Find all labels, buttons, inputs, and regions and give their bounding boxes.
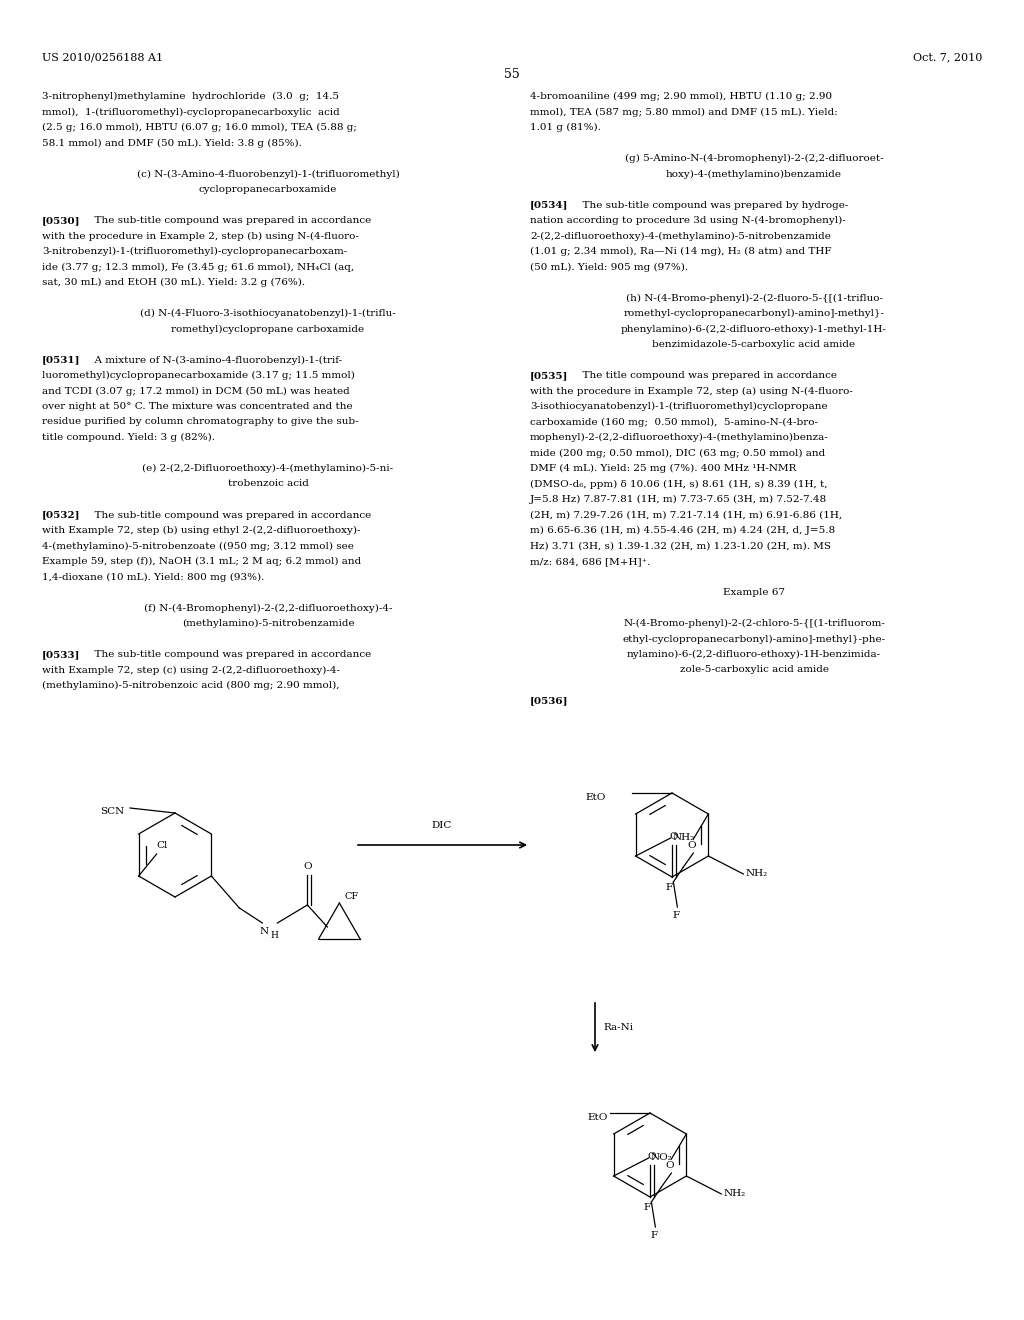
- Text: (50 mL). Yield: 905 mg (97%).: (50 mL). Yield: 905 mg (97%).: [530, 263, 688, 272]
- Text: title compound. Yield: 3 g (82%).: title compound. Yield: 3 g (82%).: [42, 433, 215, 442]
- Text: nylamino)-6-(2,2-difluoro-ethoxy)-1H-benzimida-: nylamino)-6-(2,2-difluoro-ethoxy)-1H-ben…: [627, 649, 881, 659]
- Text: 4-(methylamino)-5-nitrobenzoate ((950 mg; 3.12 mmol) see: 4-(methylamino)-5-nitrobenzoate ((950 mg…: [42, 541, 354, 550]
- Text: 58.1 mmol) and DMF (50 mL). Yield: 3.8 g (85%).: 58.1 mmol) and DMF (50 mL). Yield: 3.8 g…: [42, 139, 302, 148]
- Text: N-(4-Bromo-phenyl)-2-(2-chloro-5-{[(1-trifluorom-: N-(4-Bromo-phenyl)-2-(2-chloro-5-{[(1-tr…: [623, 619, 885, 628]
- Text: DMF (4 mL). Yield: 25 mg (7%). 400 MHz ¹H-NMR: DMF (4 mL). Yield: 25 mg (7%). 400 MHz ¹…: [530, 465, 797, 473]
- Text: NH₂: NH₂: [673, 833, 695, 842]
- Text: CF: CF: [344, 892, 358, 902]
- Text: Oct. 7, 2010: Oct. 7, 2010: [912, 51, 982, 62]
- Text: (c) N-(3-Amino-4-fluorobenzyl)-1-(trifluoromethyl): (c) N-(3-Amino-4-fluorobenzyl)-1-(triflu…: [136, 169, 399, 178]
- Text: O: O: [665, 1162, 674, 1170]
- Text: Example 67: Example 67: [723, 587, 785, 597]
- Text: 55: 55: [504, 69, 520, 81]
- Text: EtO: EtO: [588, 1113, 608, 1122]
- Text: 3-nitrophenyl)methylamine  hydrochloride  (3.0  g;  14.5: 3-nitrophenyl)methylamine hydrochloride …: [42, 92, 339, 102]
- Text: sat, 30 mL) and EtOH (30 mL). Yield: 3.2 g (76%).: sat, 30 mL) and EtOH (30 mL). Yield: 3.2…: [42, 279, 305, 288]
- Text: hoxy)-4-(methylamino)benzamide: hoxy)-4-(methylamino)benzamide: [666, 169, 842, 178]
- Text: zole-5-carboxylic acid amide: zole-5-carboxylic acid amide: [680, 665, 828, 675]
- Text: mmol),  1-(trifluoromethyl)-cyclopropanecarboxylic  acid: mmol), 1-(trifluoromethyl)-cyclopropanec…: [42, 107, 340, 116]
- Text: Ra-Ni: Ra-Ni: [603, 1023, 633, 1031]
- Text: (g) 5-Amino-N-(4-bromophenyl)-2-(2,2-difluoroet-: (g) 5-Amino-N-(4-bromophenyl)-2-(2,2-dif…: [625, 154, 884, 164]
- Text: cyclopropanecarboxamide: cyclopropanecarboxamide: [199, 185, 337, 194]
- Text: 3-nitrobenzyl)-1-(trifluoromethyl)-cyclopropanecarboxam-: 3-nitrobenzyl)-1-(trifluoromethyl)-cyclo…: [42, 247, 347, 256]
- Text: (1.01 g; 2.34 mmol), Ra—Ni (14 mg), H₂ (8 atm) and THF: (1.01 g; 2.34 mmol), Ra—Ni (14 mg), H₂ (…: [530, 247, 831, 256]
- Text: nation according to procedure 3d using N-(4-bromophenyl)-: nation according to procedure 3d using N…: [530, 216, 846, 226]
- Text: The sub-title compound was prepared in accordance: The sub-title compound was prepared in a…: [88, 649, 372, 659]
- Text: F: F: [666, 883, 673, 891]
- Text: mophenyl)-2-(2,2-difluoroethoxy)-4-(methylamino)benza-: mophenyl)-2-(2,2-difluoroethoxy)-4-(meth…: [530, 433, 828, 442]
- Text: [0530]: [0530]: [42, 216, 81, 224]
- Text: EtO: EtO: [586, 792, 606, 801]
- Text: NH₂: NH₂: [745, 870, 768, 879]
- Text: ethyl-cyclopropanecarbonyl)-amino]-methyl}-phe-: ethyl-cyclopropanecarbonyl)-amino]-methy…: [623, 635, 886, 644]
- Text: romethyl)cyclopropane carboxamide: romethyl)cyclopropane carboxamide: [171, 325, 365, 334]
- Text: (f) N-(4-Bromophenyl)-2-(2,2-difluoroethoxy)-4-: (f) N-(4-Bromophenyl)-2-(2,2-difluoroeth…: [143, 603, 392, 612]
- Text: romethyl-cyclopropanecarbonyl)-amino]-methyl}-: romethyl-cyclopropanecarbonyl)-amino]-me…: [624, 309, 885, 318]
- Text: (methylamino)-5-nitrobenzamide: (methylamino)-5-nitrobenzamide: [181, 619, 354, 628]
- Text: 4-bromoaniline (499 mg; 2.90 mmol), HBTU (1.10 g; 2.90: 4-bromoaniline (499 mg; 2.90 mmol), HBTU…: [530, 92, 833, 102]
- Text: [0534]: [0534]: [530, 201, 568, 210]
- Text: 1,4-dioxane (10 mL). Yield: 800 mg (93%).: 1,4-dioxane (10 mL). Yield: 800 mg (93%)…: [42, 573, 264, 582]
- Text: [0535]: [0535]: [530, 371, 568, 380]
- Text: [0536]: [0536]: [530, 697, 568, 705]
- Text: H: H: [270, 932, 279, 940]
- Text: m/z: 684, 686 [M+H]⁺.: m/z: 684, 686 [M+H]⁺.: [530, 557, 650, 566]
- Text: m) 6.65-6.36 (1H, m) 4.55-4.46 (2H, m) 4.24 (2H, d, J=5.8: m) 6.65-6.36 (1H, m) 4.55-4.46 (2H, m) 4…: [530, 525, 836, 535]
- Text: DIC: DIC: [432, 821, 453, 830]
- Text: ide (3.77 g; 12.3 mmol), Fe (3.45 g; 61.6 mmol), NH₄Cl (aq,: ide (3.77 g; 12.3 mmol), Fe (3.45 g; 61.…: [42, 263, 354, 272]
- Text: [0531]: [0531]: [42, 355, 81, 364]
- Text: The sub-title compound was prepared in accordance: The sub-title compound was prepared in a…: [88, 511, 372, 520]
- Text: (e) 2-(2,2-Difluoroethoxy)-4-(methylamino)-5-ni-: (e) 2-(2,2-Difluoroethoxy)-4-(methylamin…: [142, 465, 393, 473]
- Text: Cl: Cl: [157, 841, 168, 850]
- Text: N: N: [259, 927, 268, 936]
- Text: (2H, m) 7.29-7.26 (1H, m) 7.21-7.14 (1H, m) 6.91-6.86 (1H,: (2H, m) 7.29-7.26 (1H, m) 7.21-7.14 (1H,…: [530, 511, 842, 520]
- Text: Example 59, step (f)), NaOH (3.1 mL; 2 M aq; 6.2 mmol) and: Example 59, step (f)), NaOH (3.1 mL; 2 M…: [42, 557, 361, 566]
- Text: with the procedure in Example 2, step (b) using N-(4-fluoro-: with the procedure in Example 2, step (b…: [42, 231, 358, 240]
- Text: (d) N-(4-Fluoro-3-isothiocyanatobenzyl)-1-(triflu-: (d) N-(4-Fluoro-3-isothiocyanatobenzyl)-…: [140, 309, 396, 318]
- Text: trobenzoic acid: trobenzoic acid: [227, 479, 308, 488]
- Text: with Example 72, step (b) using ethyl 2-(2,2-difluoroethoxy)-: with Example 72, step (b) using ethyl 2-…: [42, 525, 360, 535]
- Text: The sub-title compound was prepared in accordance: The sub-title compound was prepared in a…: [88, 216, 372, 224]
- Text: O: O: [687, 841, 695, 850]
- Text: O: O: [303, 862, 311, 871]
- Text: A mixture of N-(3-amino-4-fluorobenzyl)-1-(trif-: A mixture of N-(3-amino-4-fluorobenzyl)-…: [88, 355, 342, 364]
- Text: F: F: [643, 1203, 650, 1212]
- Text: O: O: [670, 832, 678, 841]
- Text: F: F: [673, 911, 680, 920]
- Text: mmol), TEA (587 mg; 5.80 mmol) and DMF (15 mL). Yield:: mmol), TEA (587 mg; 5.80 mmol) and DMF (…: [530, 107, 838, 116]
- Text: 1.01 g (81%).: 1.01 g (81%).: [530, 123, 601, 132]
- Text: mide (200 mg; 0.50 mmol), DIC (63 mg; 0.50 mmol) and: mide (200 mg; 0.50 mmol), DIC (63 mg; 0.…: [530, 449, 825, 458]
- Text: The sub-title compound was prepared by hydroge-: The sub-title compound was prepared by h…: [575, 201, 848, 210]
- Text: Hz) 3.71 (3H, s) 1.39-1.32 (2H, m) 1.23-1.20 (2H, m). MS: Hz) 3.71 (3H, s) 1.39-1.32 (2H, m) 1.23-…: [530, 541, 831, 550]
- Text: [0532]: [0532]: [42, 511, 81, 520]
- Text: (h) N-(4-Bromo-phenyl)-2-(2-fluoro-5-{[(1-trifluo-: (h) N-(4-Bromo-phenyl)-2-(2-fluoro-5-{[(…: [626, 293, 883, 302]
- Text: carboxamide (160 mg;  0.50 mmol),  5-amino-N-(4-bro-: carboxamide (160 mg; 0.50 mmol), 5-amino…: [530, 417, 818, 426]
- Text: residue purified by column chromatography to give the sub-: residue purified by column chromatograph…: [42, 417, 358, 426]
- Text: US 2010/0256188 A1: US 2010/0256188 A1: [42, 51, 163, 62]
- Text: luoromethyl)cyclopropanecarboxamide (3.17 g; 11.5 mmol): luoromethyl)cyclopropanecarboxamide (3.1…: [42, 371, 355, 380]
- Text: SCN: SCN: [100, 808, 124, 817]
- Text: [0533]: [0533]: [42, 649, 80, 659]
- Text: (DMSO-d₆, ppm) δ 10.06 (1H, s) 8.61 (1H, s) 8.39 (1H, t,: (DMSO-d₆, ppm) δ 10.06 (1H, s) 8.61 (1H,…: [530, 479, 827, 488]
- Text: The title compound was prepared in accordance: The title compound was prepared in accor…: [575, 371, 837, 380]
- Text: F: F: [650, 1230, 657, 1239]
- Text: O: O: [648, 1152, 656, 1162]
- Text: 2-(2,2-difluoroethoxy)-4-(methylamino)-5-nitrobenzamide: 2-(2,2-difluoroethoxy)-4-(methylamino)-5…: [530, 231, 830, 240]
- Text: NO₂: NO₂: [650, 1154, 673, 1163]
- Text: (methylamino)-5-nitrobenzoic acid (800 mg; 2.90 mmol),: (methylamino)-5-nitrobenzoic acid (800 m…: [42, 681, 340, 690]
- Text: phenylamino)-6-(2,2-difluoro-ethoxy)-1-methyl-1H-: phenylamino)-6-(2,2-difluoro-ethoxy)-1-m…: [622, 325, 887, 334]
- Text: with the procedure in Example 72, step (a) using N-(4-fluoro-: with the procedure in Example 72, step (…: [530, 387, 853, 396]
- Text: benzimidazole-5-carboxylic acid amide: benzimidazole-5-carboxylic acid amide: [652, 341, 856, 348]
- Text: with Example 72, step (c) using 2-(2,2-difluoroethoxy)-4-: with Example 72, step (c) using 2-(2,2-d…: [42, 665, 340, 675]
- Text: NH₂: NH₂: [723, 1189, 745, 1199]
- Text: (2.5 g; 16.0 mmol), HBTU (6.07 g; 16.0 mmol), TEA (5.88 g;: (2.5 g; 16.0 mmol), HBTU (6.07 g; 16.0 m…: [42, 123, 357, 132]
- Text: J=5.8 Hz) 7.87-7.81 (1H, m) 7.73-7.65 (3H, m) 7.52-7.48: J=5.8 Hz) 7.87-7.81 (1H, m) 7.73-7.65 (3…: [530, 495, 827, 504]
- Text: 3-isothiocyanatobenzyl)-1-(trifluoromethyl)cyclopropane: 3-isothiocyanatobenzyl)-1-(trifluorometh…: [530, 403, 827, 411]
- Text: and TCDI (3.07 g; 17.2 mmol) in DCM (50 mL) was heated: and TCDI (3.07 g; 17.2 mmol) in DCM (50 …: [42, 387, 350, 396]
- Text: over night at 50° C. The mixture was concentrated and the: over night at 50° C. The mixture was con…: [42, 403, 352, 411]
